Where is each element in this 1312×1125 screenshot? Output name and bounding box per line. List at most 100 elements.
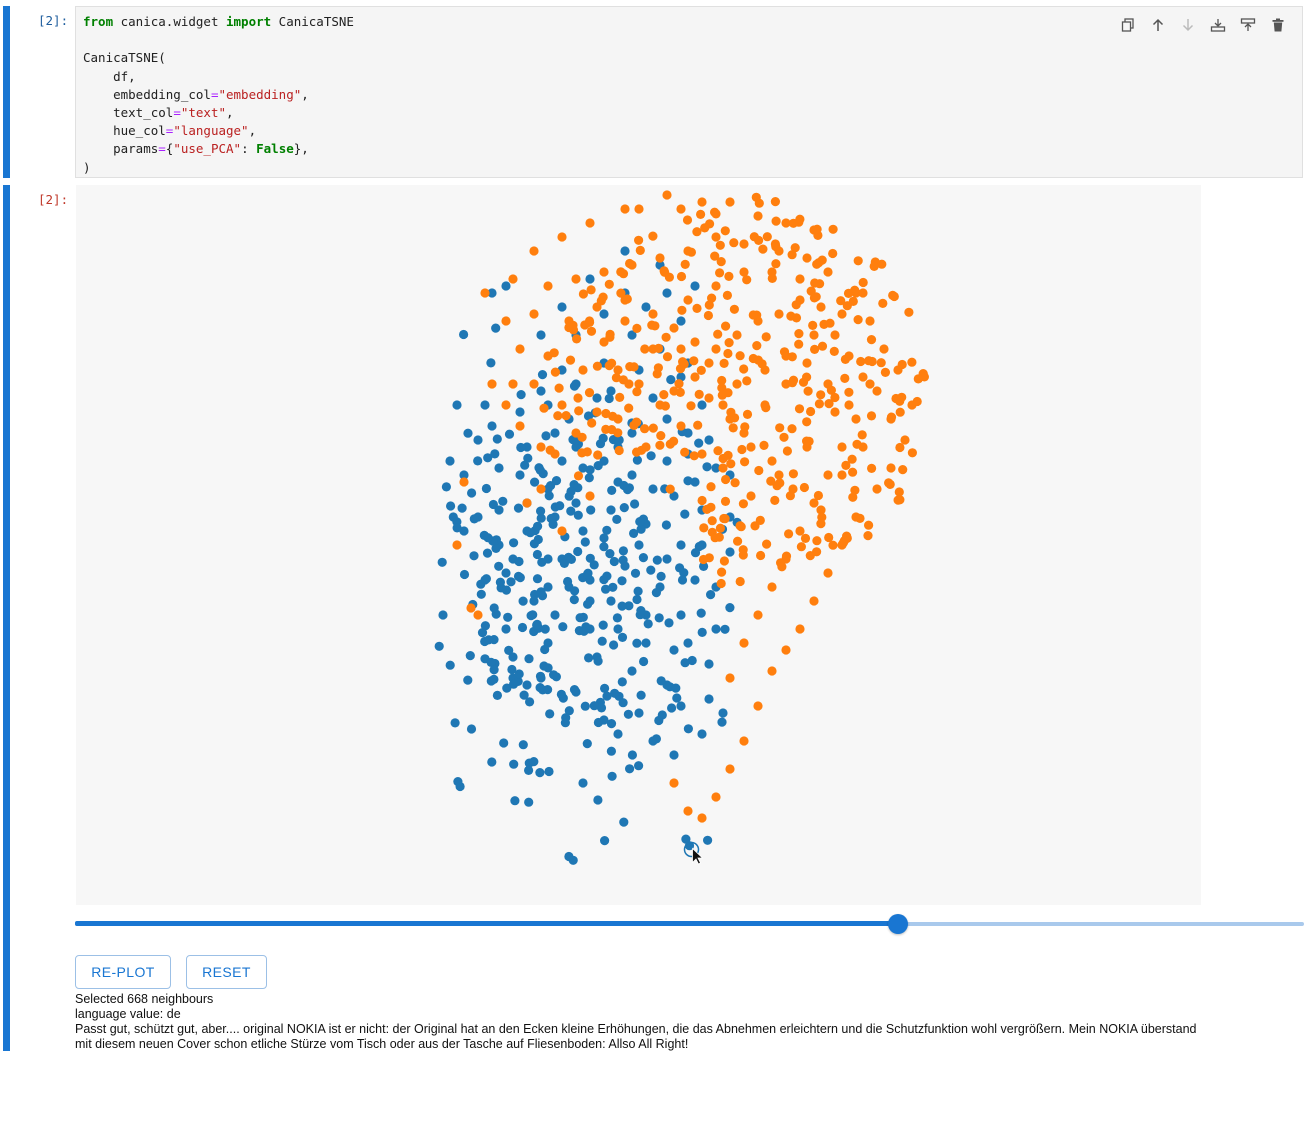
scatter-point-orange[interactable]	[729, 238, 739, 248]
scatter-point-orange[interactable]	[604, 279, 614, 289]
scatter-point-orange[interactable]	[717, 567, 727, 577]
scatter-point-blue[interactable]	[513, 503, 524, 513]
scatter-point-orange[interactable]	[573, 471, 584, 481]
scatter-point-orange[interactable]	[781, 645, 791, 655]
scatter-point-blue[interactable]	[499, 738, 509, 748]
scatter-point-blue[interactable]	[629, 528, 639, 538]
scatter-point-orange[interactable]	[829, 346, 839, 356]
scatter-point-orange[interactable]	[847, 454, 857, 464]
scatter-point-blue[interactable]	[654, 715, 664, 726]
scatter-point-blue[interactable]	[482, 548, 493, 558]
scatter-point-blue[interactable]	[445, 456, 455, 466]
scatter-point-orange[interactable]	[487, 379, 497, 389]
scatter-point-orange[interactable]	[640, 344, 650, 354]
scatter-point-orange[interactable]	[721, 321, 731, 331]
scatter-point-orange[interactable]	[802, 417, 812, 427]
scatter-point-blue[interactable]	[636, 524, 646, 534]
scatter-point-blue[interactable]	[641, 302, 651, 312]
scatter-point-orange[interactable]	[715, 240, 725, 250]
scatter-point-blue[interactable]	[488, 499, 498, 510]
scatter-point-orange[interactable]	[770, 495, 780, 505]
scatter-point-blue[interactable]	[664, 618, 674, 628]
scatter-point-blue[interactable]	[490, 449, 500, 459]
scatter-point-orange[interactable]	[459, 477, 469, 487]
scatter-point-blue[interactable]	[609, 640, 619, 650]
scatter-point-orange[interactable]	[572, 334, 582, 344]
scatter-point-orange[interactable]	[784, 529, 794, 539]
scatter-point-blue[interactable]	[618, 555, 628, 565]
scatter-point-blue[interactable]	[558, 693, 568, 703]
scatter-point-orange[interactable]	[840, 354, 851, 364]
scatter-point-blue[interactable]	[452, 400, 462, 410]
scatter-point-orange[interactable]	[840, 373, 850, 383]
scatter-point-orange[interactable]	[700, 223, 710, 233]
scatter-point-blue[interactable]	[522, 680, 532, 690]
neighbours-slider[interactable]	[75, 912, 1304, 936]
scatter-point-orange[interactable]	[466, 603, 476, 613]
scatter-point-orange[interactable]	[742, 376, 752, 386]
scatter-point-blue[interactable]	[656, 676, 666, 686]
scatter-point-orange[interactable]	[761, 332, 771, 342]
scatter-point-blue[interactable]	[566, 554, 576, 564]
scatter-point-orange[interactable]	[802, 436, 812, 446]
scatter-point-orange[interactable]	[655, 440, 665, 450]
scatter-point-orange[interactable]	[659, 390, 669, 400]
scatter-point-orange[interactable]	[682, 215, 693, 225]
scatter-point-orange[interactable]	[549, 348, 559, 358]
scatter-point-blue[interactable]	[568, 855, 578, 865]
scatter-point-blue[interactable]	[540, 644, 550, 655]
scatter-point-orange[interactable]	[781, 551, 792, 561]
scatter-point-orange[interactable]	[907, 357, 917, 367]
scatter-point-orange[interactable]	[615, 392, 625, 402]
scatter-point-blue[interactable]	[578, 526, 588, 536]
scatter-point-orange[interactable]	[852, 439, 862, 449]
scatter-point-orange[interactable]	[669, 323, 679, 333]
scatter-point-orange[interactable]	[742, 409, 753, 419]
scatter-point-blue[interactable]	[585, 274, 595, 284]
scatter-point-orange[interactable]	[592, 407, 602, 417]
scatter-point-orange[interactable]	[791, 300, 801, 310]
scatter-point-blue[interactable]	[532, 619, 542, 629]
scatter-point-orange[interactable]	[571, 274, 581, 284]
scatter-point-blue[interactable]	[563, 576, 573, 587]
scatter-point-orange[interactable]	[754, 235, 764, 245]
scatter-point-orange[interactable]	[893, 495, 903, 505]
scatter-point-orange[interactable]	[678, 357, 688, 367]
scatter-point-orange[interactable]	[624, 403, 634, 413]
scatter-point-blue[interactable]	[465, 651, 475, 661]
scatter-point-blue[interactable]	[599, 309, 609, 319]
scatter-point-blue[interactable]	[494, 463, 504, 473]
scatter-point-orange[interactable]	[611, 373, 622, 383]
scatter-point-blue[interactable]	[632, 594, 642, 605]
scatter-point-orange[interactable]	[578, 289, 588, 299]
scatter-point-orange[interactable]	[787, 424, 797, 434]
scatter-point-blue[interactable]	[548, 519, 558, 529]
scatter-point-blue[interactable]	[481, 483, 491, 494]
scatter-point-blue[interactable]	[600, 836, 610, 846]
scatter-point-blue[interactable]	[459, 526, 469, 536]
scatter-point-blue[interactable]	[604, 393, 614, 404]
replot-button[interactable]: RE-PLOT	[75, 955, 171, 989]
scatter-point-blue[interactable]	[636, 606, 646, 616]
scatter-point-blue[interactable]	[602, 525, 612, 535]
scatter-point-blue[interactable]	[494, 561, 504, 571]
scatter-point-orange[interactable]	[648, 309, 658, 319]
scatter-point-orange[interactable]	[577, 432, 587, 442]
scatter-point-blue[interactable]	[573, 546, 583, 557]
scatter-point-blue[interactable]	[537, 370, 548, 380]
scatter-point-orange[interactable]	[473, 610, 483, 620]
scatter-point-orange[interactable]	[620, 316, 630, 326]
scatter-point-orange[interactable]	[898, 465, 908, 475]
scatter-point-blue[interactable]	[702, 462, 712, 472]
scatter-point-blue[interactable]	[557, 302, 567, 312]
scatter-point-orange[interactable]	[640, 424, 650, 434]
scatter-point-blue[interactable]	[582, 569, 593, 579]
scatter-point-orange[interactable]	[735, 521, 745, 531]
scatter-point-orange[interactable]	[707, 516, 717, 526]
scatter-point-orange[interactable]	[738, 499, 749, 509]
scatter-point-orange[interactable]	[561, 411, 571, 421]
scatter-point-orange[interactable]	[713, 329, 723, 339]
scatter-point-blue[interactable]	[560, 718, 570, 728]
scatter-point-orange[interactable]	[799, 482, 810, 493]
scatter-point-blue[interactable]	[543, 582, 553, 592]
